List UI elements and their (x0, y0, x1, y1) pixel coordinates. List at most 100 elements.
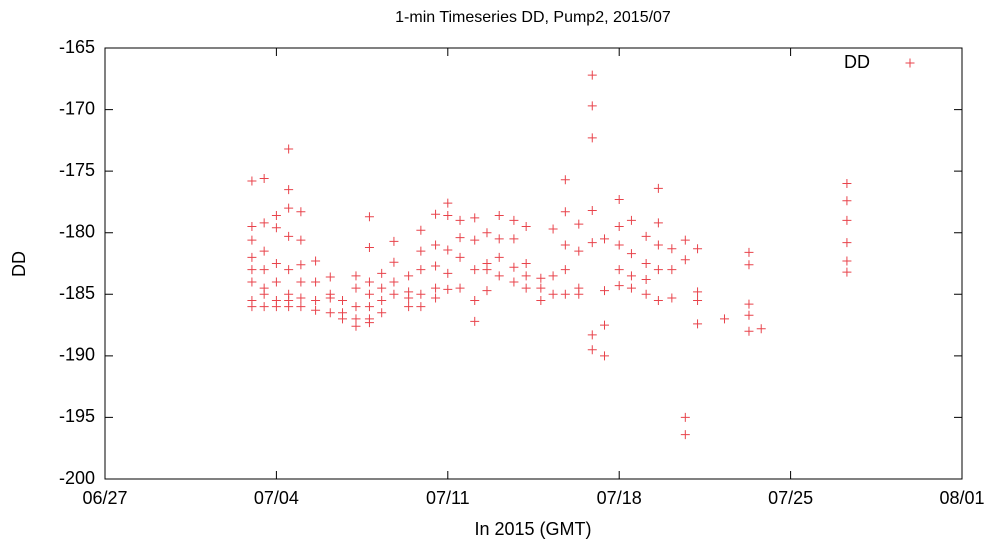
point (470, 265, 480, 275)
point (560, 240, 570, 250)
y-tick-label: -170 (59, 98, 95, 118)
point (325, 308, 335, 318)
point (443, 210, 453, 220)
point (587, 206, 597, 216)
point (416, 289, 426, 299)
point (455, 252, 465, 262)
point (494, 252, 504, 262)
point (693, 244, 703, 254)
point (600, 286, 610, 296)
point (259, 265, 269, 275)
point (338, 314, 348, 324)
point (653, 295, 663, 305)
y-tick-label: -175 (59, 160, 95, 180)
point (284, 231, 294, 241)
point (389, 257, 399, 267)
point (416, 265, 426, 275)
point (509, 262, 519, 272)
point (560, 289, 570, 299)
point (482, 286, 492, 296)
point (521, 271, 531, 281)
point (296, 302, 306, 312)
point (536, 295, 546, 305)
y-axis-label: DD (9, 251, 29, 277)
point (587, 101, 597, 111)
point (247, 252, 257, 262)
point (842, 256, 852, 266)
y-tick-label: -165 (59, 37, 95, 57)
y-tick-label: -185 (59, 283, 95, 303)
point (455, 215, 465, 225)
point (443, 245, 453, 255)
point (667, 244, 677, 254)
point (482, 228, 492, 238)
point (693, 319, 703, 329)
point (842, 196, 852, 206)
point (364, 289, 374, 299)
point (416, 246, 426, 256)
point (614, 240, 624, 250)
point (247, 176, 257, 186)
point (325, 293, 335, 303)
point (389, 277, 399, 287)
point (653, 265, 663, 275)
point (259, 289, 269, 299)
point (470, 235, 480, 245)
point (521, 222, 531, 232)
point (587, 238, 597, 248)
chart-title: 1-min Timeseries DD, Pump2, 2015/07 (395, 9, 671, 26)
x-axis-label: In 2015 (GMT) (474, 519, 591, 539)
point (389, 289, 399, 299)
point (443, 284, 453, 294)
point (680, 430, 690, 440)
point (377, 283, 387, 293)
point (259, 246, 269, 256)
point (482, 265, 492, 275)
point (296, 277, 306, 287)
point (259, 218, 269, 228)
point (296, 235, 306, 245)
point (653, 218, 663, 228)
point (364, 302, 374, 312)
point (719, 314, 729, 324)
point (587, 70, 597, 80)
point (641, 231, 651, 241)
legend-marker (905, 58, 915, 68)
point (296, 260, 306, 270)
point (680, 255, 690, 265)
point (744, 310, 754, 320)
point (509, 277, 519, 287)
point (744, 247, 754, 257)
point (756, 324, 766, 334)
point (470, 295, 480, 305)
point (494, 210, 504, 220)
point (416, 302, 426, 312)
point (364, 277, 374, 287)
point (296, 293, 306, 303)
point (404, 302, 414, 312)
point (364, 318, 374, 328)
y-tick-label: -195 (59, 406, 95, 426)
point (521, 283, 531, 293)
point (548, 224, 558, 234)
point (842, 178, 852, 188)
point (693, 287, 703, 297)
x-tick-label: 08/01 (939, 488, 984, 508)
point (574, 246, 584, 256)
point (641, 275, 651, 285)
point (653, 183, 663, 193)
point (494, 234, 504, 244)
point (259, 174, 269, 184)
point (680, 235, 690, 245)
point (667, 265, 677, 275)
point (284, 144, 294, 154)
point (431, 261, 441, 271)
point (377, 308, 387, 318)
y-tick-label: -190 (59, 345, 95, 365)
point (600, 351, 610, 361)
point (377, 268, 387, 278)
point (641, 259, 651, 268)
point (284, 185, 294, 195)
point (284, 203, 294, 213)
